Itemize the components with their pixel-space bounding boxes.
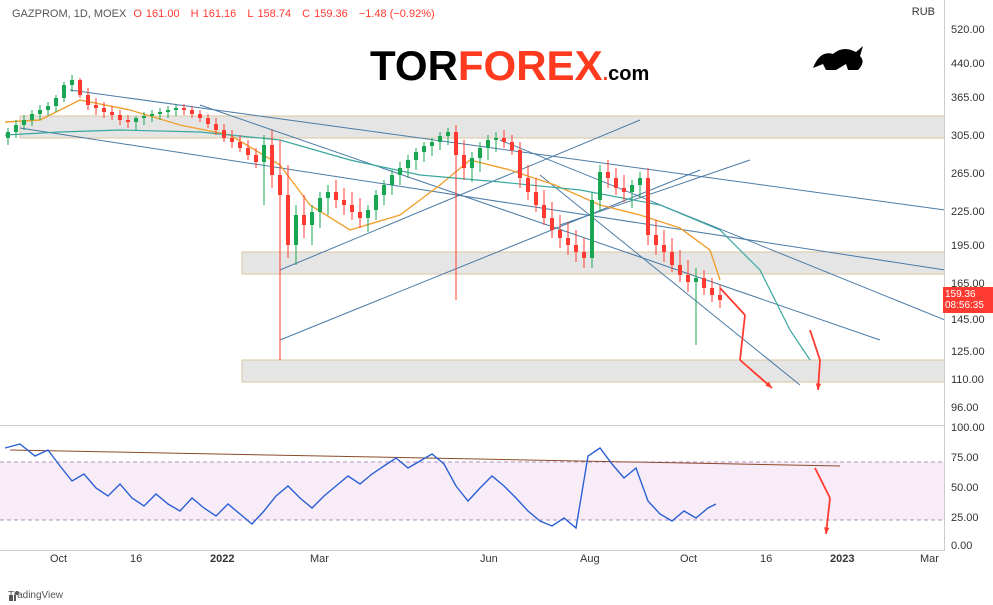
last-price-tag: 159.36 08:56:35 [943,287,993,313]
chart-area[interactable]: GAZPROM, 1D, MOEX O161.00 H161.16 L158.7… [0,0,945,605]
x-axis: Oct162022MarJunAugOct162023Mar [0,550,945,571]
change-label: −1.48 (−0.92%) [359,8,435,20]
rsi-svg [0,426,945,556]
rsi-panel[interactable] [0,425,945,551]
currency-label: RUB [912,6,935,18]
y-axis-rsi: 100.0075.0050.0025.000.00 [944,420,993,550]
y-axis-main: 520.00440.00365.00305.00265.00225.00195.… [944,0,993,420]
symbol-label: GAZPROM, 1D, MOEX [12,8,126,20]
tradingview-attrib: TradingView [8,590,63,601]
watermark-logo: TORFOREX.com [370,42,649,90]
chart-header: GAZPROM, 1D, MOEX O161.00 H161.16 L158.7… [12,8,439,20]
